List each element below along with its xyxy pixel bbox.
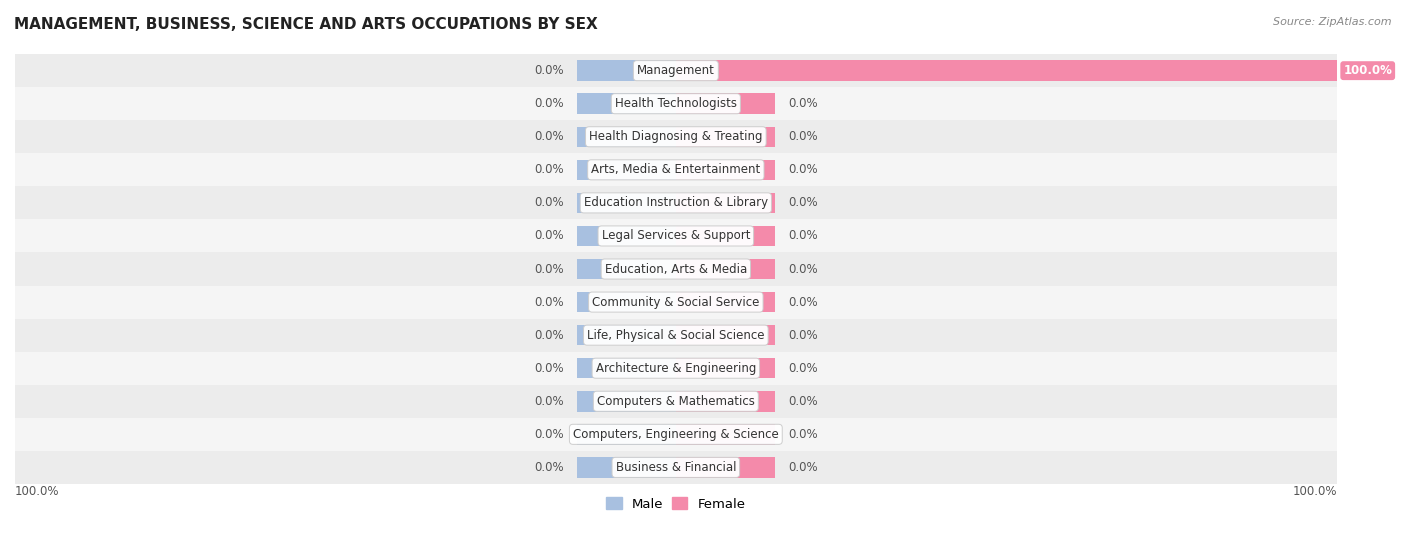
Text: Education, Arts & Media: Education, Arts & Media <box>605 263 747 276</box>
Text: 100.0%: 100.0% <box>1343 64 1392 77</box>
Bar <box>15 385 1337 418</box>
Bar <box>576 193 676 213</box>
Bar <box>15 87 1337 120</box>
Text: 0.0%: 0.0% <box>789 329 818 342</box>
Text: 0.0%: 0.0% <box>534 130 564 143</box>
Text: 0.0%: 0.0% <box>789 263 818 276</box>
Text: 0.0%: 0.0% <box>534 428 564 441</box>
Bar <box>576 126 676 147</box>
Text: Computers, Engineering & Science: Computers, Engineering & Science <box>574 428 779 441</box>
Bar <box>576 259 676 280</box>
Text: Architecture & Engineering: Architecture & Engineering <box>596 362 756 375</box>
Bar <box>576 457 676 477</box>
Bar <box>576 226 676 246</box>
Text: Source: ZipAtlas.com: Source: ZipAtlas.com <box>1274 17 1392 27</box>
Text: 0.0%: 0.0% <box>534 263 564 276</box>
Bar <box>15 418 1337 451</box>
Text: 100.0%: 100.0% <box>15 485 59 498</box>
Text: 0.0%: 0.0% <box>789 196 818 210</box>
Bar <box>15 352 1337 385</box>
Bar <box>576 159 676 180</box>
Text: Health Diagnosing & Treating: Health Diagnosing & Treating <box>589 130 762 143</box>
Text: 0.0%: 0.0% <box>534 229 564 243</box>
Text: 0.0%: 0.0% <box>789 229 818 243</box>
Text: 0.0%: 0.0% <box>534 97 564 110</box>
Text: Life, Physical & Social Science: Life, Physical & Social Science <box>588 329 765 342</box>
Text: Arts, Media & Entertainment: Arts, Media & Entertainment <box>591 163 761 176</box>
Text: 0.0%: 0.0% <box>534 329 564 342</box>
Text: 0.0%: 0.0% <box>534 362 564 375</box>
Text: Business & Financial: Business & Financial <box>616 461 737 474</box>
Text: Community & Social Service: Community & Social Service <box>592 296 759 309</box>
Text: 0.0%: 0.0% <box>534 461 564 474</box>
Bar <box>676 424 775 444</box>
Text: 0.0%: 0.0% <box>534 163 564 176</box>
Bar <box>676 457 775 477</box>
Bar <box>15 220 1337 253</box>
Bar <box>676 259 775 280</box>
Bar <box>676 358 775 378</box>
Bar <box>576 60 676 81</box>
Bar <box>676 193 775 213</box>
Bar <box>576 325 676 345</box>
Bar <box>15 286 1337 319</box>
Bar <box>676 60 1337 81</box>
Text: MANAGEMENT, BUSINESS, SCIENCE AND ARTS OCCUPATIONS BY SEX: MANAGEMENT, BUSINESS, SCIENCE AND ARTS O… <box>14 17 598 32</box>
Bar <box>15 451 1337 484</box>
Bar <box>576 358 676 378</box>
Text: 0.0%: 0.0% <box>789 395 818 408</box>
Text: 0.0%: 0.0% <box>534 395 564 408</box>
Bar <box>676 126 775 147</box>
Bar <box>676 325 775 345</box>
Bar <box>15 153 1337 186</box>
Bar <box>676 292 775 312</box>
Bar <box>576 292 676 312</box>
Text: 0.0%: 0.0% <box>789 163 818 176</box>
Text: 0.0%: 0.0% <box>534 196 564 210</box>
Text: 0.0%: 0.0% <box>789 428 818 441</box>
Text: 0.0%: 0.0% <box>789 362 818 375</box>
Text: Education Instruction & Library: Education Instruction & Library <box>583 196 768 210</box>
Bar <box>676 391 775 411</box>
Bar <box>15 186 1337 220</box>
Text: Health Technologists: Health Technologists <box>614 97 737 110</box>
Text: 0.0%: 0.0% <box>789 296 818 309</box>
Bar <box>15 54 1337 87</box>
Text: 0.0%: 0.0% <box>789 461 818 474</box>
Bar <box>676 93 775 114</box>
Text: 0.0%: 0.0% <box>789 130 818 143</box>
Text: 0.0%: 0.0% <box>534 64 564 77</box>
Legend: Male, Female: Male, Female <box>600 492 751 516</box>
Text: Computers & Mathematics: Computers & Mathematics <box>598 395 755 408</box>
Bar <box>676 159 775 180</box>
Bar <box>15 253 1337 286</box>
Bar <box>576 424 676 444</box>
Bar <box>576 391 676 411</box>
Bar <box>15 120 1337 153</box>
Bar <box>676 226 775 246</box>
Bar <box>576 93 676 114</box>
Text: Management: Management <box>637 64 714 77</box>
Bar <box>15 319 1337 352</box>
Text: 0.0%: 0.0% <box>534 296 564 309</box>
Text: Legal Services & Support: Legal Services & Support <box>602 229 749 243</box>
Text: 100.0%: 100.0% <box>1292 485 1337 498</box>
Text: 0.0%: 0.0% <box>789 97 818 110</box>
